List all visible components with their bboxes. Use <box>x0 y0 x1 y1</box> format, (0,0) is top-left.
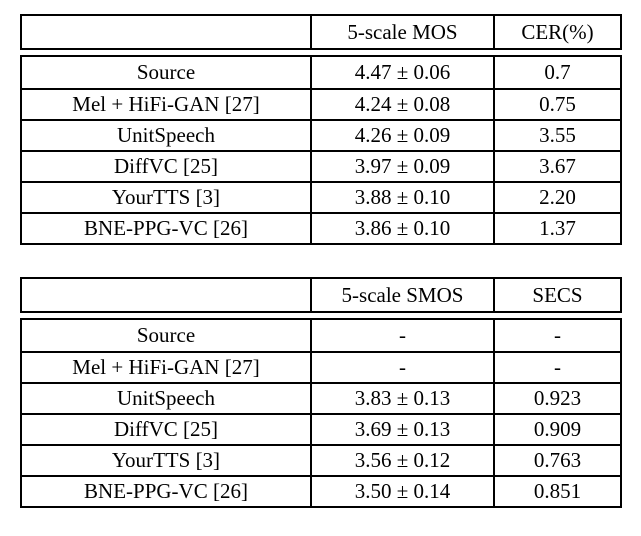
system-name-cell: UnitSpeech <box>117 386 215 410</box>
smos-value-cell: 3.56 ± 0.12 <box>310 446 493 475</box>
smos-secs-table: 5-scale SMOS SECS Source - - Mel + HiFi-… <box>20 277 622 508</box>
smos-secs-table-header: 5-scale SMOS SECS <box>20 277 622 313</box>
system-name-cell: UnitSpeech <box>117 123 215 147</box>
secs-value-cell: 0.923 <box>493 384 620 413</box>
cer-value-cell: 2.20 <box>493 183 620 212</box>
mos-value-cell: 4.26 ± 0.09 <box>310 121 493 150</box>
secs-value-cell: - <box>493 320 620 351</box>
table-row: DiffVC [25] 3.97 ± 0.09 3.67 <box>22 150 620 181</box>
table-row: BNE-PPG-VC [26] 3.86 ± 0.10 1.37 <box>22 212 620 243</box>
table-row: Source - - <box>22 320 620 351</box>
table-row: Source 4.47 ± 0.06 0.7 <box>22 57 620 88</box>
secs-value-cell: - <box>493 353 620 382</box>
header-secs-cell: SECS <box>493 279 620 311</box>
system-name-cell: YourTTS [3] <box>111 185 221 209</box>
secs-value-cell: 0.851 <box>493 477 620 506</box>
cer-value-cell: 3.55 <box>493 121 620 150</box>
mos-cer-table-header: 5-scale MOS CER(%) <box>20 14 622 50</box>
smos-value-cell: - <box>310 320 493 351</box>
smos-value-cell: - <box>310 353 493 382</box>
smos-value-cell: 3.50 ± 0.14 <box>310 477 493 506</box>
secs-value-cell: 0.763 <box>493 446 620 475</box>
header-smos-cell: 5-scale SMOS <box>310 279 493 311</box>
header-system-cell <box>22 16 310 48</box>
smos-value-cell: 3.83 ± 0.13 <box>310 384 493 413</box>
smos-value-cell: 3.69 ± 0.13 <box>310 415 493 444</box>
header-system-cell <box>22 279 310 311</box>
table-row: YourTTS [3] 3.88 ± 0.10 2.20 <box>22 181 620 212</box>
system-name-cell: Source <box>136 323 196 347</box>
table-row: UnitSpeech 3.83 ± 0.13 0.923 <box>22 382 620 413</box>
system-name-cell: BNE-PPG-VC [26] <box>84 216 248 240</box>
table-row: Mel + HiFi-GAN [27] 4.24 ± 0.08 0.75 <box>22 88 620 119</box>
mos-value-cell: 3.88 ± 0.10 <box>310 183 493 212</box>
system-name-cell: Mel + HiFi-GAN [27] <box>72 355 260 379</box>
header-mos-cell: 5-scale MOS <box>310 16 493 48</box>
table-row: DiffVC [25] 3.69 ± 0.13 0.909 <box>22 413 620 444</box>
system-name-cell: Mel + HiFi-GAN [27] <box>72 92 260 116</box>
cer-value-cell: 1.37 <box>493 214 620 243</box>
mos-value-cell: 4.47 ± 0.06 <box>310 57 493 88</box>
cer-value-cell: 0.7 <box>493 57 620 88</box>
header-row: 5-scale MOS CER(%) <box>22 16 620 48</box>
system-name-cell: DiffVC [25] <box>113 417 218 441</box>
header-row: 5-scale SMOS SECS <box>22 279 620 311</box>
mos-value-cell: 3.86 ± 0.10 <box>310 214 493 243</box>
header-cer-cell: CER(%) <box>493 16 620 48</box>
secs-value-cell: 0.909 <box>493 415 620 444</box>
smos-secs-table-body: Source - - Mel + HiFi-GAN [27] - - UnitS… <box>20 318 622 508</box>
system-name-cell: DiffVC [25] <box>113 154 218 178</box>
system-name-cell: Source <box>136 60 196 84</box>
mos-cer-table-body: Source 4.47 ± 0.06 0.7 Mel + HiFi-GAN [2… <box>20 55 622 245</box>
cer-value-cell: 3.67 <box>493 152 620 181</box>
table-row: UnitSpeech 4.26 ± 0.09 3.55 <box>22 119 620 150</box>
table-row: Mel + HiFi-GAN [27] - - <box>22 351 620 382</box>
cer-value-cell: 0.75 <box>493 90 620 119</box>
table-row: BNE-PPG-VC [26] 3.50 ± 0.14 0.851 <box>22 475 620 506</box>
mos-value-cell: 4.24 ± 0.08 <box>310 90 493 119</box>
mos-cer-table: 5-scale MOS CER(%) Source 4.47 ± 0.06 0.… <box>20 0 622 245</box>
system-name-cell: BNE-PPG-VC [26] <box>84 479 248 503</box>
table-row: YourTTS [3] 3.56 ± 0.12 0.763 <box>22 444 620 475</box>
mos-value-cell: 3.97 ± 0.09 <box>310 152 493 181</box>
system-name-cell: YourTTS [3] <box>111 448 221 472</box>
